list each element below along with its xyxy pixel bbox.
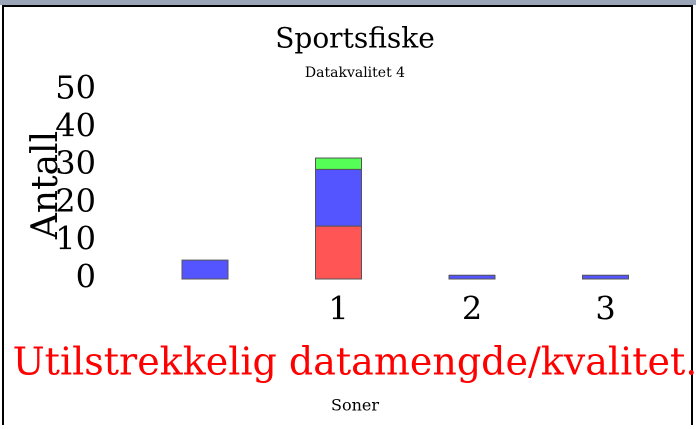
chart-subtitle: Datakvalitet 4	[305, 65, 405, 81]
y-axis-label: Antall	[25, 131, 66, 240]
bar-segment	[582, 274, 629, 280]
frame	[2, 5, 693, 429]
y-tick-label: 40	[55, 106, 96, 144]
y-tick-label: 10	[55, 220, 96, 258]
x-tick-label: 2	[462, 290, 482, 328]
bar-segment	[181, 259, 229, 280]
bar-segment	[448, 274, 496, 280]
y-tick-label: 0	[76, 258, 96, 296]
x-tick-label: 3	[595, 290, 615, 328]
annotation: Utilstrekkelig datamengde/kvalitet.	[13, 340, 696, 384]
bar-segment	[315, 225, 362, 280]
x-axis-label: Soner	[331, 396, 379, 415]
top-strip	[0, 0, 696, 5]
y-tick-label: 20	[55, 182, 96, 220]
x-tick-label: 1	[328, 290, 348, 328]
bar-segment	[315, 157, 362, 170]
y-tick-label: 30	[55, 144, 96, 182]
bar-segment	[315, 168, 362, 227]
chart-title: Sportsfiske	[275, 22, 435, 55]
y-tick-label: 50	[55, 69, 96, 107]
